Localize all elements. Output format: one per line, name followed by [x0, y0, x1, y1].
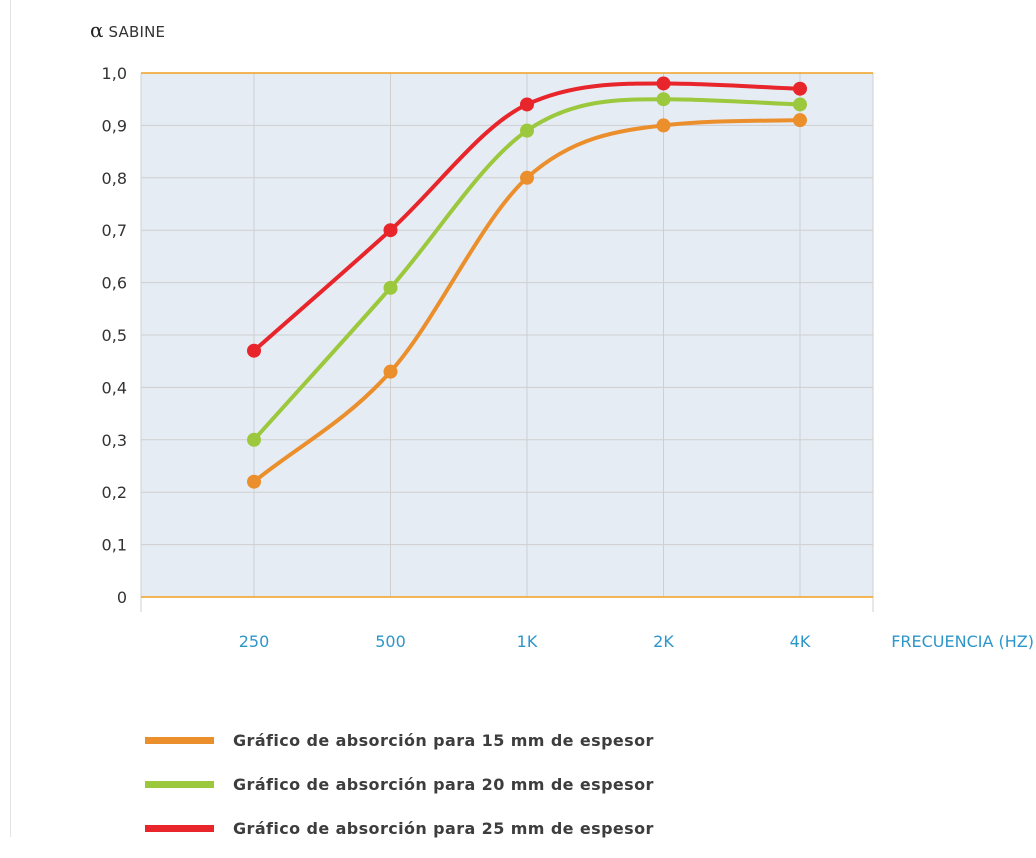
legend-label-20mm: Gráfico de absorción para 20 mm de espes… — [233, 775, 654, 794]
series-line-20mm — [252, 97, 802, 442]
y-tick-label: 0,7 — [102, 221, 127, 240]
legend-swatch-20mm — [145, 781, 214, 788]
x-axis-title: FRECUENCIA (HZ) — [891, 632, 1034, 651]
y-tick-label: 0,6 — [102, 274, 127, 293]
y-tick-label: 1,0 — [102, 64, 127, 83]
y-tick-label: 0,1 — [102, 536, 127, 555]
legend-item-20mm: Gráfico de absorción para 20 mm de espes… — [145, 770, 654, 799]
legend-label-25mm: Gráfico de absorción para 25 mm de espes… — [233, 819, 654, 838]
x-tick-label: 250 — [239, 632, 270, 651]
data-point-15mm — [247, 474, 261, 489]
data-point-15mm — [520, 170, 534, 185]
data-point-20mm — [247, 432, 261, 447]
x-tick-label: 4K — [790, 632, 811, 651]
x-tick-label: 500 — [375, 632, 406, 651]
data-point-15mm — [656, 118, 671, 133]
legend-swatch-15mm — [145, 737, 214, 744]
x-tick-label: 2K — [653, 632, 674, 651]
series-line-25mm — [252, 81, 802, 353]
alpha-symbol: α — [90, 18, 104, 42]
y-tick-label: 0,3 — [102, 431, 127, 450]
legend-item-25mm: Gráfico de absorción para 25 mm de espes… — [145, 814, 654, 843]
y-axis-label: α SABINE — [90, 18, 165, 42]
data-point-25mm — [793, 81, 807, 96]
y-tick-label: 0,2 — [102, 483, 127, 502]
data-point-20mm — [656, 92, 671, 107]
x-tick-label: 1K — [517, 632, 538, 651]
data-point-15mm — [793, 113, 807, 128]
y-tick-label: 0,9 — [102, 116, 127, 135]
y-tick-label: 0,4 — [102, 378, 127, 397]
data-point-20mm — [383, 280, 398, 295]
y-tick-label: 0,5 — [102, 326, 127, 345]
data-point-25mm — [247, 343, 261, 358]
legend-item-15mm: Gráfico de absorción para 15 mm de espes… — [145, 726, 654, 755]
legend: Gráfico de absorción para 15 mm de espes… — [145, 726, 654, 858]
data-point-25mm — [656, 76, 671, 91]
y-axis-title: SABINE — [108, 23, 166, 41]
y-tick-label: 0 — [117, 588, 127, 607]
y-tick-label: 0,8 — [102, 169, 127, 188]
legend-label-15mm: Gráfico de absorción para 15 mm de espes… — [233, 731, 654, 750]
data-point-20mm — [793, 97, 807, 112]
data-point-25mm — [520, 97, 534, 112]
data-point-25mm — [383, 223, 398, 238]
legend-swatch-25mm — [145, 825, 214, 832]
data-point-20mm — [520, 123, 534, 138]
page-left-rule — [10, 0, 11, 837]
data-point-15mm — [383, 364, 398, 379]
absorption-chart: 0 0,1 0,2 0,3 0,4 0,5 0,6 0,7 0,8 0,9 1,0 250 500 1K 2… — [102, 64, 1034, 651]
series-line-15mm — [252, 118, 802, 484]
